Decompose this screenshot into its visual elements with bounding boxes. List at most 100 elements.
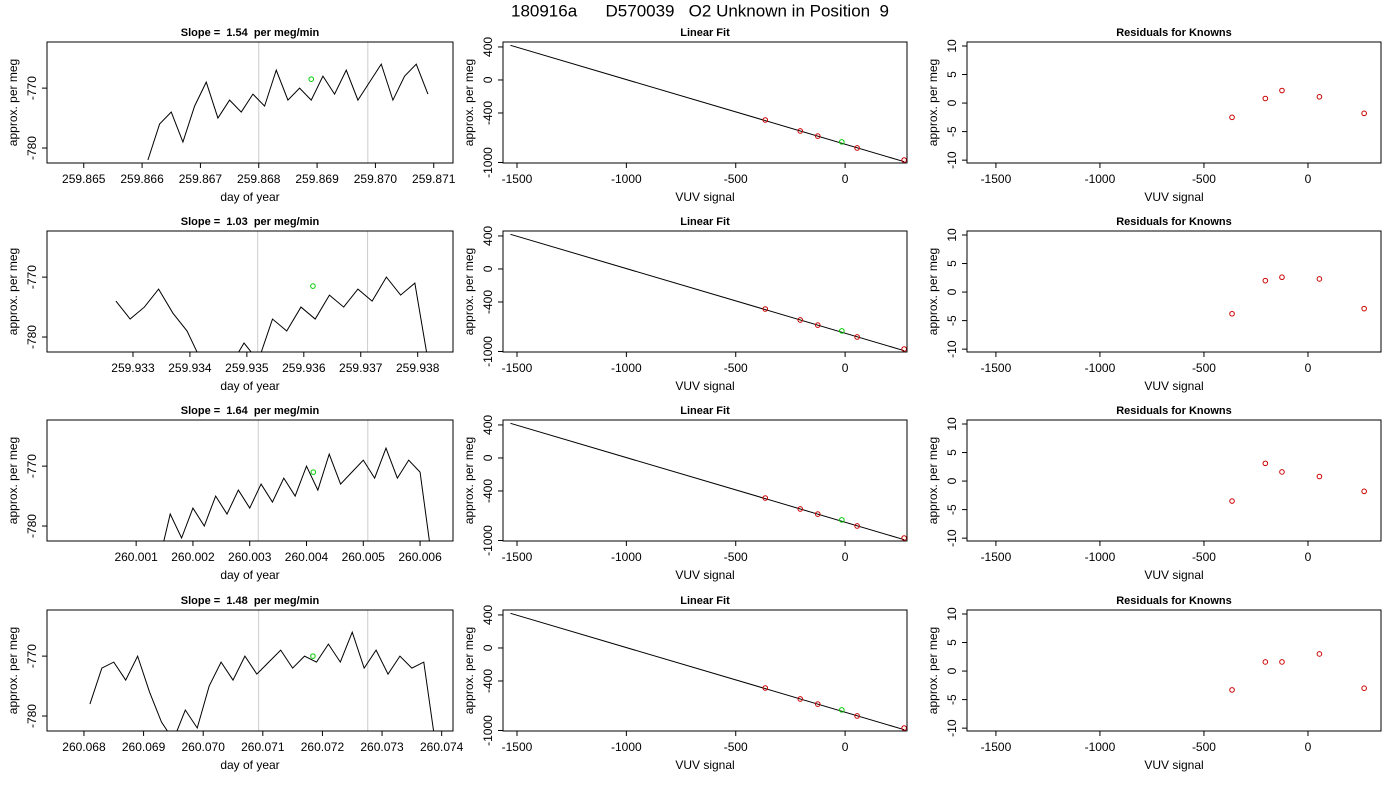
y-tick-label: 400: [481, 415, 495, 435]
data-point: [901, 725, 907, 731]
data-point: [310, 283, 316, 289]
x-tick-label: 259.868: [237, 172, 281, 186]
data-point: [1361, 110, 1367, 117]
plot-frame: [966, 41, 1382, 164]
plot-frame: [966, 609, 1382, 732]
y-tick-label: 5: [945, 639, 959, 646]
x-tick-label: 0: [842, 740, 849, 754]
data-point: [1229, 498, 1235, 504]
x-axis-label: VUV signal: [675, 190, 734, 204]
x-tick-label: 260.074: [420, 740, 464, 754]
plot-area: [1229, 274, 1367, 317]
data-point: [797, 506, 804, 512]
panel-title: Linear Fit: [680, 595, 730, 607]
data-point: [839, 517, 845, 523]
x-tick-label: 0: [842, 361, 849, 375]
x-tick-label: -1000: [611, 550, 642, 564]
y-tick-label: -10: [945, 151, 959, 169]
y-tick-label: -10: [945, 529, 959, 547]
y-axis-label: approx. per meg: [6, 437, 20, 524]
panel-title: Residuals for Knowns: [1116, 216, 1232, 228]
plot-area: [510, 233, 907, 352]
y-tick-label: 400: [481, 226, 495, 246]
panel: Linear Fit VUV signal approx. per meg -1500…: [462, 595, 908, 772]
data-point: [308, 76, 315, 82]
panel: Linear Fit VUV signal approx. per meg -1500…: [462, 405, 908, 582]
x-tick-label: -1000: [1085, 172, 1116, 186]
y-tick-label: -1000: [481, 715, 495, 746]
panel: Linear Fit VUV signal approx. per meg -1500…: [462, 216, 908, 393]
y-axis-label: approx. per meg: [462, 437, 476, 524]
y-tick-label: -1000: [481, 336, 495, 367]
y-tick-label: 0: [945, 667, 959, 674]
x-tick-label: -1500: [981, 740, 1012, 754]
y-tick-label: 400: [481, 605, 495, 625]
plot-frame: [46, 41, 454, 164]
data-point: [797, 696, 804, 702]
x-axis-label: day of year: [220, 758, 279, 772]
y-tick-label: -10: [945, 719, 959, 737]
y-axis-label: approx. per meg: [462, 59, 476, 146]
plot-area: [510, 44, 907, 163]
panel-title: Residuals for Knowns: [1116, 595, 1232, 607]
x-tick-label: 259.934: [168, 361, 212, 375]
panel-title: Residuals for Knowns: [1116, 27, 1232, 39]
x-tick-label: -500: [724, 361, 748, 375]
data-point: [1361, 305, 1367, 312]
data-point: [814, 511, 821, 517]
data-point: [814, 701, 821, 707]
x-tick-label: -1000: [1085, 740, 1116, 754]
y-tick-label: 0: [945, 288, 959, 295]
data-line: [510, 233, 905, 352]
data-point: [1279, 274, 1285, 281]
x-axis-label: VUV signal: [675, 379, 734, 393]
data-point: [839, 328, 845, 334]
panel: Residuals for Knowns VUV signal approx. pe…: [926, 27, 1382, 204]
plot-frame: [46, 419, 454, 542]
x-tick-label: 259.869: [295, 172, 339, 186]
x-tick-label: -500: [724, 550, 748, 564]
y-axis-label: approx. per meg: [6, 59, 20, 146]
y-tick-label: -770: [25, 265, 39, 289]
data-line: [147, 63, 429, 161]
figure-title: 180916a D570039 O2 Unknown in Position 9: [511, 1, 889, 20]
x-tick-label: -500: [724, 740, 748, 754]
panel: Slope = 1.03 per meg/min day of year appro…: [6, 216, 454, 393]
y-tick-label: -780: [25, 136, 39, 160]
data-point: [1279, 659, 1285, 665]
y-tick-label: -770: [25, 76, 39, 100]
data-point: [814, 133, 821, 139]
x-tick-label: 260.070: [182, 740, 226, 754]
plot-area: [510, 612, 907, 731]
x-tick-label: 260.069: [122, 740, 166, 754]
x-tick-label: 260.071: [241, 740, 285, 754]
x-tick-label: 0: [1305, 740, 1312, 754]
y-tick-label: 10: [945, 417, 959, 431]
y-tick-label: -5: [945, 315, 959, 326]
y-tick-label: -770: [25, 454, 39, 478]
data-point: [762, 117, 769, 123]
y-tick-label: -10: [945, 340, 959, 358]
plot-area: [89, 610, 435, 731]
y-tick-label: -5: [945, 126, 959, 137]
y-tick-label: 10: [945, 228, 959, 242]
data-point: [762, 306, 769, 312]
data-line: [510, 612, 905, 731]
plot-frame: [502, 230, 908, 353]
x-axis-label: day of year: [220, 190, 279, 204]
y-axis-label: approx. per meg: [926, 627, 940, 714]
x-tick-label: -1000: [611, 740, 642, 754]
data-point: [854, 713, 860, 719]
y-tick-label: -780: [25, 514, 39, 538]
data-point: [901, 157, 907, 163]
plot-area: [147, 42, 429, 163]
y-tick-label: -400: [481, 101, 495, 125]
x-tick-label: -1000: [611, 172, 642, 186]
x-tick-label: -1000: [1085, 361, 1116, 375]
x-tick-label: 0: [842, 172, 849, 186]
data-point: [814, 322, 821, 328]
panel-title: Linear Fit: [680, 405, 730, 417]
y-tick-label: 0: [481, 454, 495, 461]
plot-frame: [502, 609, 908, 732]
